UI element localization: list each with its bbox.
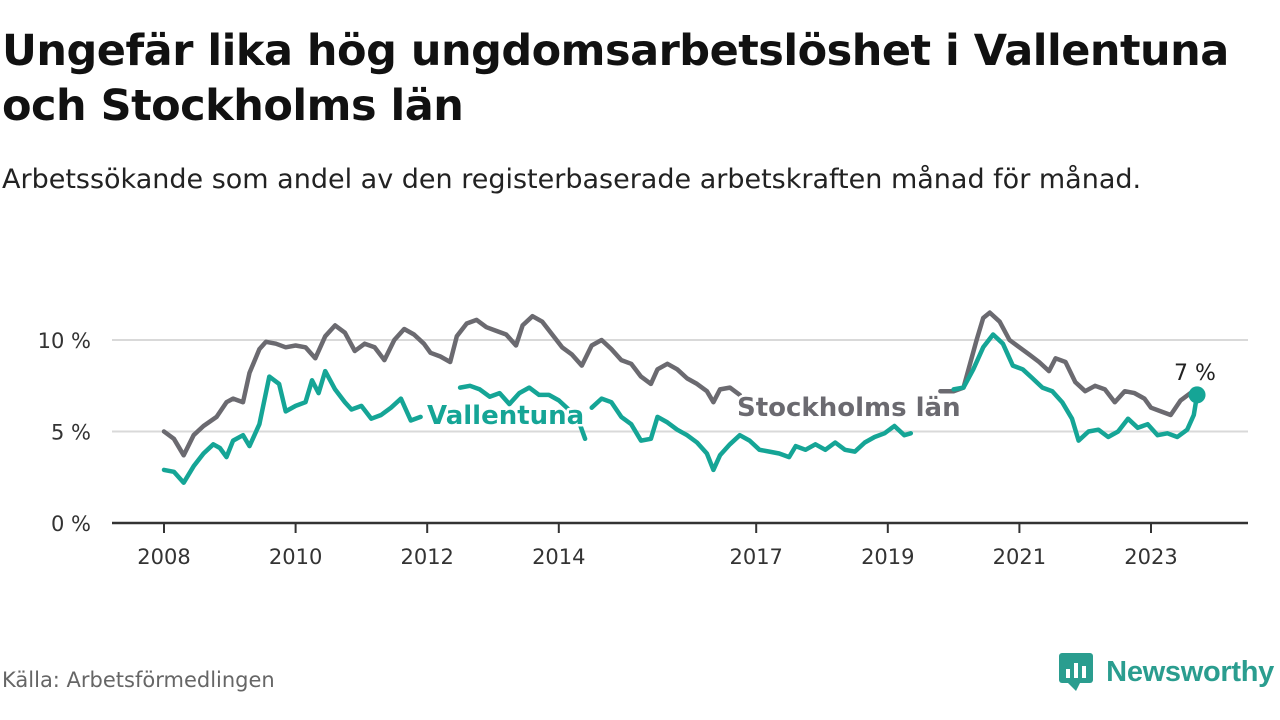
x-tick-label: 2010 bbox=[269, 545, 322, 569]
vallentuna-end-marker bbox=[1188, 386, 1206, 404]
axis-layer: 0 % 5 % 10 % 2008 2010 2012 2014 2017 2019 2021 20… bbox=[38, 329, 1248, 569]
stockholm-line bbox=[938, 310, 1200, 418]
y-tick-label: 5 % bbox=[51, 421, 91, 445]
vallentuna-series-label: Vallentuna bbox=[427, 401, 584, 431]
newsworthy-logo-icon bbox=[1059, 653, 1094, 691]
source-note: Källa: Arbetsförmedlingen bbox=[2, 668, 275, 692]
brand-name: Newsworthy bbox=[1106, 655, 1274, 688]
stockholm-series-label: Stockholms län bbox=[737, 393, 961, 423]
x-tick-label: 2008 bbox=[137, 545, 190, 569]
newsworthy-brand[interactable]: Newsworthy bbox=[1058, 652, 1274, 692]
line-chart: 0 % 5 % 10 % 2008 2010 2012 2014 2017 2019 2021 20… bbox=[38, 310, 1248, 569]
x-tick-label: 2012 bbox=[400, 545, 453, 569]
label-layer: Vallentuna Stockholms län 7 % bbox=[425, 359, 1219, 434]
x-tick-label: 2019 bbox=[861, 545, 914, 569]
y-tick-label: 0 % bbox=[51, 512, 91, 536]
end-value-label: 7 % bbox=[1174, 361, 1216, 386]
vallentuna-line bbox=[457, 383, 588, 442]
vallentuna-line bbox=[951, 332, 1200, 443]
chart-subtitle: Arbetssökande som andel av den registerb… bbox=[2, 164, 1142, 195]
x-tick-label: 2023 bbox=[1124, 545, 1177, 569]
vallentuna-line bbox=[161, 368, 423, 485]
vallentuna-line bbox=[589, 396, 914, 473]
x-tick-label: 2017 bbox=[729, 545, 782, 569]
series-layer bbox=[161, 310, 1206, 485]
x-tick-label: 2014 bbox=[532, 545, 585, 569]
stockholm-line bbox=[161, 313, 743, 458]
chart-title: Ungefär lika hög ungdomsarbetslöshet i V… bbox=[2, 26, 1229, 131]
x-tick-label: 2021 bbox=[993, 545, 1046, 569]
y-tick-label: 10 % bbox=[38, 329, 91, 353]
